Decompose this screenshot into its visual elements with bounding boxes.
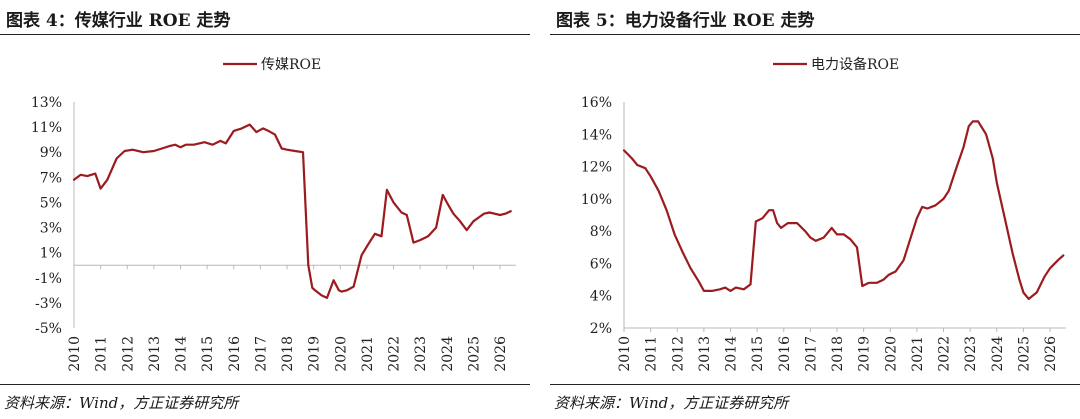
figure-title: 图表 5：电力设备行业 ROE 走势 [556,11,815,31]
x-tick-label: 2018 [830,336,846,372]
x-tick-label: 2019 [857,336,873,372]
media-roe-line-chart: 13% 11% 9% 7% 5% 3% 1% -1% -3% -5% 2010 2011 2012 201… [31,57,516,372]
x-tick-label: 2012 [120,336,136,372]
power-equipment-roe-line-chart: 16% 14% 12% 10% 8% 6% 4% 2% 2010 2011 2012 2013 2014… [581,56,1066,372]
x-tick-label: 2013 [147,336,163,372]
y-tick-label: 10% [581,192,612,208]
y-tick-label: 16% [581,95,612,111]
y-tick-label: 9% [40,145,62,161]
x-tick-label: 2012 [670,336,686,372]
y-tick-label: -1% [35,271,62,287]
y-tick-label: 1% [40,246,62,262]
legend-label: 传媒ROE [261,57,321,73]
y-tick-label: 8% [590,224,612,240]
y-tick-label: 3% [40,221,62,237]
x-tick-label: 2013 [697,336,713,372]
y-tick-label: 4% [590,289,612,305]
y-tick-label: 14% [581,127,612,143]
x-tick-label: 2018 [280,336,296,372]
series-line [72,123,512,299]
y-tick-label: 2% [590,321,612,337]
x-tick-label: 2023 [963,336,979,372]
x-tick-label: 2025 [1016,336,1032,372]
title-rule [0,34,530,35]
x-tick-label: 2011 [94,336,110,372]
footer-rule [550,384,1080,385]
source-note: 资料来源：Wind，方正证券研究所 [4,394,239,412]
footer-rule [0,384,530,385]
x-tick-label: 2026 [493,336,509,372]
legend-label: 电力设备ROE [811,56,899,73]
x-tick-label: 2017 [803,336,819,372]
y-tick-label: 6% [590,256,612,272]
x-tick-label: 2020 [333,336,349,372]
figure-title: 图表 4：传媒行业 ROE 走势 [6,11,231,31]
x-tick-label: 2022 [387,336,403,372]
x-tick-label: 2014 [724,336,740,372]
x-tick-label: 2025 [466,336,482,372]
series-line [622,120,1065,300]
x-tick-label: 2024 [990,336,1006,372]
x-tick-label: 2016 [227,336,243,372]
y-tick-label: 5% [40,195,62,211]
x-tick-label: 2017 [253,336,269,372]
x-tick-label: 2019 [307,336,323,372]
y-tick-label: 12% [581,160,612,176]
x-tick-label: 2021 [360,336,376,372]
x-tick-label: 2011 [644,336,660,372]
source-note: 资料来源：Wind，方正证券研究所 [554,394,789,412]
y-tick-label: 7% [40,170,62,186]
chart-panel-media-roe: 图表 4：传媒行业 ROE 走势 13% 11% 9% 7% 5% 3% 1% -1% -3% -… [0,0,530,419]
x-tick-label: 2024 [440,336,456,372]
y-tick-label: 11% [31,120,62,136]
x-tick-label: 2010 [617,336,633,372]
x-tick-label: 2015 [750,336,766,372]
x-tick-label: 2026 [1043,336,1059,372]
x-tick-label: 2010 [67,336,83,372]
x-tick-label: 2020 [883,336,899,372]
x-tick-label: 2023 [413,336,429,372]
y-tick-label: 13% [31,95,62,111]
x-tick-label: 2022 [937,336,953,372]
y-tick-label: -3% [35,296,62,312]
title-rule [550,34,1080,35]
y-tick-label: -5% [35,321,62,337]
chart-panel-power-equipment-roe: 图表 5：电力设备行业 ROE 走势 16% 14% 12% 10% 8% 6% 4% 2% 2… [550,0,1080,419]
x-tick-label: 2015 [200,336,216,372]
x-tick-label: 2014 [174,336,190,372]
x-tick-label: 2021 [910,336,926,372]
x-tick-label: 2016 [777,336,793,372]
